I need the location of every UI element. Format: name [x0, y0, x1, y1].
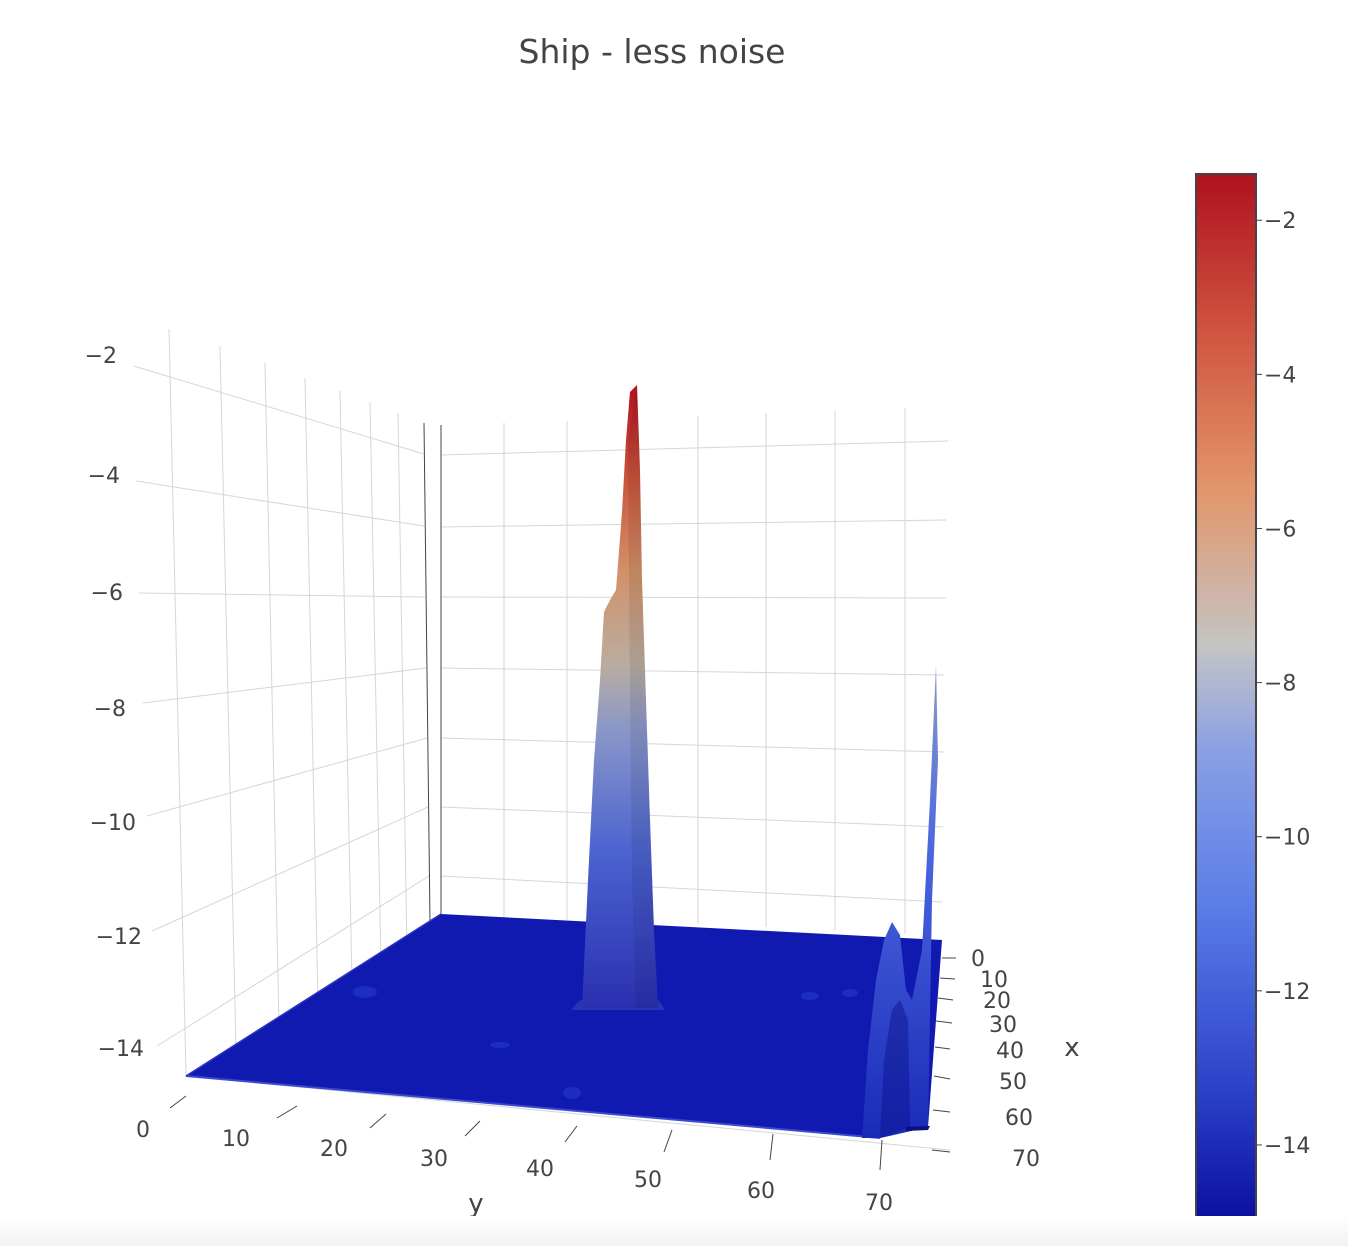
noise-bump	[563, 1087, 581, 1099]
colorbar-tick-label: −14	[1264, 1134, 1310, 1159]
colorbar-tick-label: −2	[1264, 209, 1296, 234]
z-tick-label: −4	[88, 464, 120, 489]
y-axis-ticks: 0 10 20 30 40 50 60 70	[136, 1118, 893, 1216]
y-tick-label: 60	[747, 1179, 775, 1204]
ridge-shade	[880, 1000, 910, 1138]
z-tick-label: −14	[98, 1037, 144, 1062]
x-tick-marks	[931, 957, 956, 1153]
gridline	[168, 328, 187, 1077]
y-tick-label: 50	[634, 1168, 662, 1193]
tick-mark	[276, 1105, 298, 1119]
x-tick-label: 20	[983, 989, 1011, 1014]
x-axis-title: x	[1064, 1033, 1079, 1063]
surface-edge	[185, 1075, 881, 1139]
gridline	[397, 412, 408, 952]
x-tick-label: 40	[996, 1039, 1024, 1064]
surface-baseline	[186, 914, 942, 1138]
x-tick-label: 30	[989, 1013, 1017, 1038]
noise-bump	[842, 989, 858, 997]
z-tick-label: −8	[94, 697, 126, 722]
tick-mark	[369, 1113, 387, 1129]
x-tick-label: 70	[1012, 1147, 1040, 1172]
bottom-fade	[0, 1216, 1348, 1246]
tick-mark	[769, 1133, 774, 1161]
gridline	[133, 365, 425, 455]
x-tick-label: 0	[971, 947, 985, 972]
ridge-flange	[906, 1126, 930, 1131]
gridline	[138, 592, 426, 598]
gridline	[440, 875, 943, 903]
y-axis-title: y	[468, 1189, 483, 1219]
colorbar-tick-label: −4	[1264, 363, 1296, 388]
ridge-surface	[862, 665, 938, 1138]
left-wall-grid	[133, 328, 430, 1077]
gridline	[440, 596, 947, 599]
gridline	[156, 875, 430, 1047]
peak-shade	[628, 385, 658, 1008]
tick-mark	[464, 1120, 481, 1137]
chart-title: Ship - less noise	[519, 32, 786, 71]
gridline	[440, 440, 949, 456]
colorbar-tick-label: −12	[1264, 980, 1310, 1005]
colorbar-gradient	[1195, 173, 1257, 1223]
colorbar-tick-label: −8	[1264, 672, 1296, 697]
main-peak	[572, 385, 664, 1010]
tick-mark	[933, 1075, 951, 1080]
tick-mark	[564, 1125, 578, 1143]
tick-mark	[937, 997, 954, 1001]
tick-mark	[931, 1149, 951, 1153]
gridline	[440, 806, 944, 828]
colorbar-tick-label: −10	[1264, 826, 1310, 851]
gridline	[135, 480, 425, 527]
tick-mark	[939, 977, 956, 980]
gridline	[369, 401, 382, 967]
colorbar: −2 −4 −6 −8 −10 −12 −14	[1195, 173, 1310, 1223]
gridline	[304, 377, 319, 1004]
x-tick-label: 10	[980, 968, 1008, 993]
peak-surface	[582, 385, 658, 1008]
gridline	[339, 390, 353, 985]
y-tick-label: 40	[526, 1157, 554, 1182]
noise-bump	[490, 1042, 510, 1048]
x-tick-label: 60	[1005, 1106, 1033, 1131]
gridline	[264, 362, 280, 1026]
y-tick-label: 10	[222, 1127, 250, 1152]
z-tick-label: −10	[90, 811, 136, 836]
gridline	[146, 737, 428, 817]
noise-bump	[353, 986, 377, 998]
tick-mark	[663, 1129, 673, 1153]
z-tick-label: −2	[85, 344, 117, 369]
y-tick-label: 30	[420, 1147, 448, 1172]
tick-mark	[934, 1046, 951, 1050]
tick-mark	[879, 1139, 883, 1171]
corner-axis-lines	[423, 422, 442, 923]
z-tick-label: −12	[96, 925, 142, 950]
gridline	[440, 519, 947, 528]
noise-bumps	[353, 986, 858, 1099]
gridline	[440, 667, 945, 676]
y-tick-label: 0	[136, 1118, 150, 1143]
gridline	[219, 345, 237, 1051]
back-wall-grid	[440, 408, 949, 934]
x-tick-label: 50	[999, 1070, 1027, 1095]
tick-mark	[169, 1095, 187, 1109]
tick-mark	[935, 1020, 953, 1024]
gridline	[440, 737, 945, 753]
z-axis-ticks: −2 −4 −6 −8 −10 −12 −14	[85, 344, 144, 1062]
surface-edge	[185, 913, 442, 1077]
z-tick-label: −6	[91, 581, 123, 606]
y-tick-label: 70	[865, 1191, 893, 1216]
tick-mark	[932, 1109, 951, 1113]
noise-bump	[801, 992, 819, 1000]
edge-ridge	[862, 665, 938, 1138]
colorbar-ticks: −2 −4 −6 −8 −10 −12 −14	[1256, 209, 1310, 1159]
y-tick-marks	[169, 1095, 883, 1171]
gridline	[142, 667, 427, 704]
gridline	[151, 806, 429, 932]
y-tick-label: 20	[320, 1137, 348, 1162]
z-axis-line	[423, 422, 431, 923]
colorbar-tick-label: −6	[1264, 517, 1296, 542]
